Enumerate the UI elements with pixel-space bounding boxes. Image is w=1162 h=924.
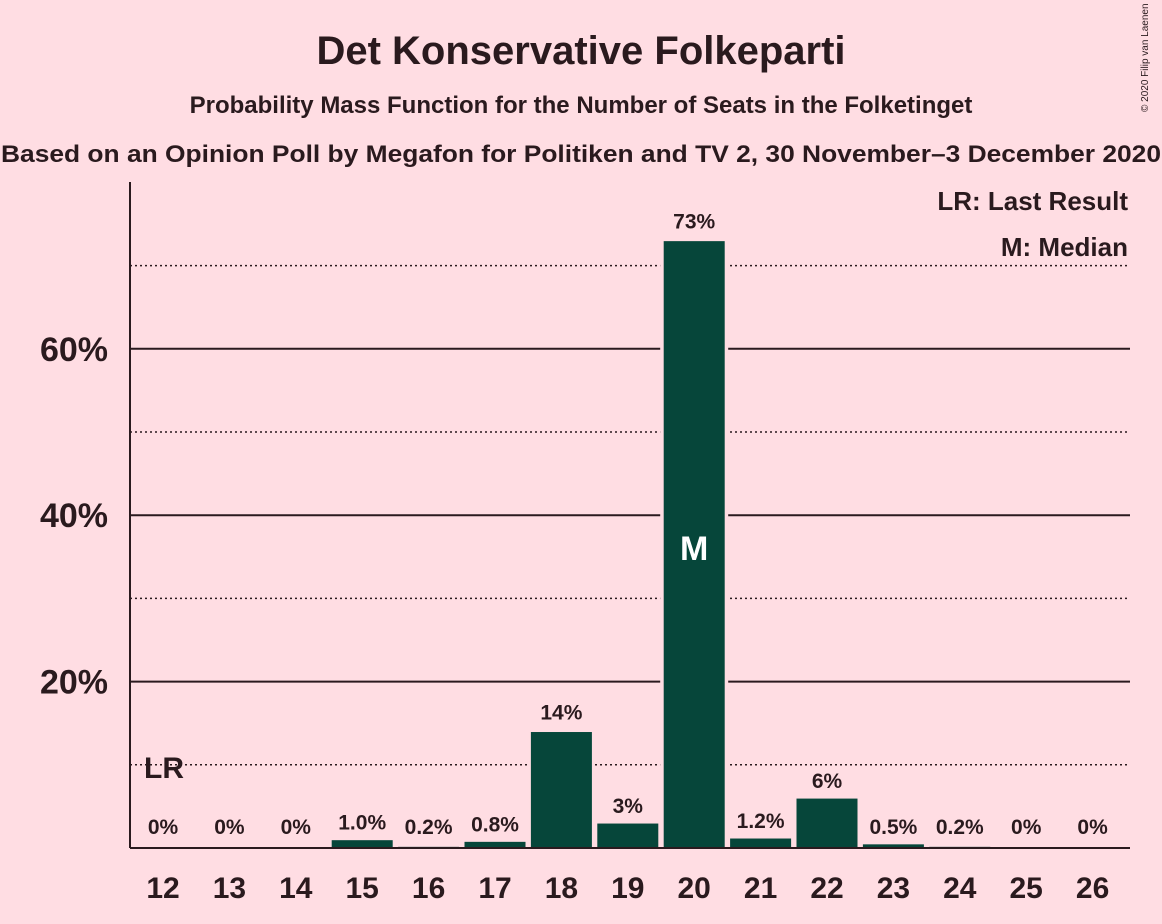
- median-marker: M: [680, 530, 708, 568]
- bar-gap-right: [725, 240, 729, 848]
- x-tick-label: 17: [478, 872, 511, 905]
- legend-last-result: LR: Last Result: [937, 186, 1128, 216]
- x-tick-label: 13: [213, 872, 246, 905]
- y-tick-label: 20%: [40, 664, 108, 702]
- data-label: 6%: [812, 770, 843, 793]
- x-tick-label: 12: [146, 872, 179, 905]
- data-label: 0%: [214, 816, 245, 839]
- data-label: 0%: [281, 816, 312, 839]
- x-tick-label: 14: [279, 872, 313, 905]
- bar: [729, 837, 793, 849]
- y-tick-label: 40%: [40, 497, 108, 535]
- data-label: 0.2%: [405, 816, 453, 839]
- x-tick-label: 20: [678, 872, 711, 905]
- bar-gap-left: [660, 240, 664, 848]
- data-label: 0%: [148, 816, 179, 839]
- x-tick-label: 24: [943, 872, 977, 905]
- data-labels: 0% 0% 0% 1.0% 0.2% 0.8% 14% 3% 73% 1.2% 6% 0.5% 0.2%…: [144, 211, 1108, 839]
- bar: [596, 822, 660, 849]
- chart-source-subtitle: Based on an Opinion Poll by Megafon for …: [1, 141, 1161, 168]
- bar: [795, 797, 859, 849]
- x-tick-label: 19: [611, 872, 644, 905]
- chart-title: Det Konservative Folkeparti: [316, 29, 845, 73]
- data-label: 1.2%: [737, 810, 785, 833]
- data-label: 3%: [613, 795, 644, 818]
- copyright-text: © 2020 Filip van Laenen: [1140, 3, 1151, 112]
- x-tick-label: 21: [744, 872, 777, 905]
- gridlines: [130, 264, 1130, 766]
- y-tick-label: 60%: [40, 331, 108, 369]
- data-label: 0%: [1011, 816, 1042, 839]
- last-result-marker: LR: [144, 752, 184, 785]
- data-label: 0.8%: [471, 813, 519, 836]
- axes: 20% 40% 60% 12 13 14 15 16 17 18 19 20 21 22 23 24 25 26: [40, 182, 1130, 905]
- x-tick-label: 23: [877, 872, 910, 905]
- x-tick-label: 25: [1010, 872, 1043, 905]
- bars: [330, 240, 992, 849]
- data-label: 73%: [673, 211, 715, 234]
- data-label: 0.5%: [869, 816, 917, 839]
- bar: [330, 839, 394, 849]
- data-label: 14%: [540, 702, 582, 725]
- x-tick-label: 22: [810, 872, 843, 905]
- data-label: 0%: [1077, 816, 1108, 839]
- data-label: 1.0%: [338, 812, 386, 835]
- legend-median: M: Median: [1001, 232, 1128, 262]
- data-label: 0.2%: [936, 816, 984, 839]
- x-tick-label: 15: [346, 872, 379, 905]
- bar: [529, 731, 593, 849]
- x-tick-label: 26: [1076, 872, 1109, 905]
- x-tick-label: 16: [412, 872, 445, 905]
- chart-subtitle: Probability Mass Function for the Number…: [190, 92, 973, 119]
- x-tick-label: 18: [545, 872, 578, 905]
